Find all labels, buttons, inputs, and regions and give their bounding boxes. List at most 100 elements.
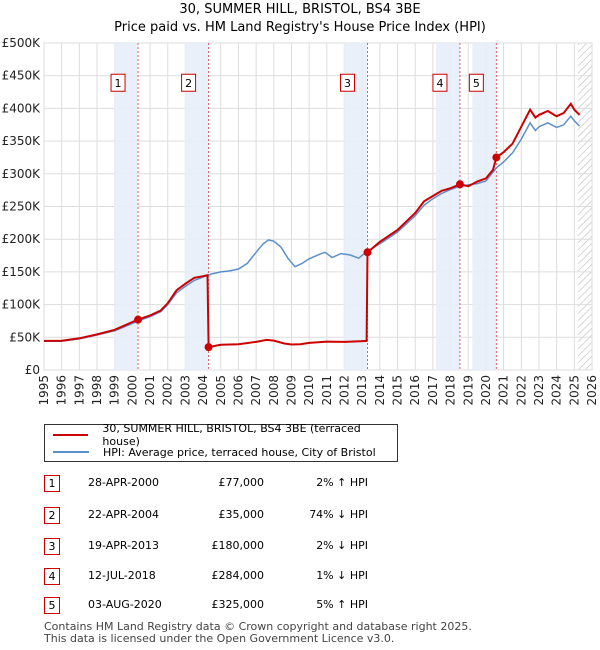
x-tick-label: 2025: [567, 375, 581, 406]
sale-price: £325,000: [211, 598, 265, 611]
x-tick-label: 2008: [267, 375, 281, 406]
x-tick-label: 2000: [125, 375, 139, 406]
sale-marker-box: [110, 73, 126, 92]
x-tick-label: 2001: [143, 375, 157, 406]
x-tick-label: 2011: [320, 375, 334, 406]
y-tick-label: £500K: [2, 36, 42, 50]
sale-marker-box: [181, 73, 197, 92]
sale-highlight-band: [343, 43, 368, 370]
sales-table-row: 5 03-AUG-2020 £325,000 5% ↑ HPI: [44, 596, 584, 616]
x-tick-label: 2023: [532, 375, 546, 406]
sales-table-row: 3 19-APR-2013 £180,000 2% ↓ HPI: [44, 537, 584, 557]
x-tick-label: 2021: [497, 375, 511, 406]
y-tick-label: £450K: [2, 69, 42, 83]
y-tick-label: £50K: [9, 330, 41, 344]
x-tick-label: 2005: [214, 375, 228, 406]
sale-number-badge: 1: [44, 475, 60, 492]
sale-price: £180,000: [211, 539, 265, 552]
x-tick-label: 2003: [178, 375, 192, 406]
chart-legend: 30, SUMMER HILL, BRISTOL, BS4 3BE (terra…: [44, 422, 398, 462]
y-tick-label: £350K: [2, 134, 42, 148]
sale-date: 22-APR-2004: [88, 508, 160, 521]
x-tick-label: 1998: [90, 375, 104, 406]
sale-marker-label: 2: [185, 77, 192, 90]
sale-hpi-delta: 5% ↑ HPI: [316, 598, 368, 611]
x-tick-label: 2017: [426, 375, 440, 406]
sale-point: [204, 343, 213, 352]
x-tick-label: 1999: [108, 375, 122, 406]
sale-point: [363, 248, 372, 257]
x-tick-label: 1997: [72, 375, 86, 406]
x-tick-label: 2006: [231, 375, 245, 406]
sale-date: 12-JUL-2018: [88, 569, 156, 582]
sale-hpi-delta: 2% ↑ HPI: [316, 476, 368, 489]
sale-highlight-band: [184, 43, 209, 370]
x-tick-label: 1996: [55, 375, 69, 406]
sale-date: 03-AUG-2020: [88, 598, 162, 611]
legend-label-hpi: HPI: Average price, terraced house, City…: [103, 445, 376, 459]
sale-number-badge: 2: [44, 507, 60, 524]
legend-item-property: 30, SUMMER HILL, BRISTOL, BS4 3BE (terra…: [53, 422, 397, 448]
sales-table-row: 4 12-JUL-2018 £284,000 1% ↓ HPI: [44, 567, 584, 587]
sale-point: [455, 180, 464, 189]
y-tick-label: £300K: [2, 167, 42, 181]
sale-marker-label: 4: [436, 77, 443, 90]
x-tick-label: 2012: [338, 375, 352, 406]
x-tick-label: 2018: [444, 375, 458, 406]
x-tick-label: 2004: [196, 375, 210, 406]
sale-marker-label: 5: [473, 77, 480, 90]
y-tick-label: £200K: [2, 232, 42, 246]
y-tick-label: £250K: [2, 200, 42, 214]
hpi-series-line: [44, 114, 581, 342]
x-tick-label: 2002: [161, 375, 175, 406]
sale-date: 28-APR-2000: [88, 476, 160, 489]
sale-hpi-delta: 2% ↓ HPI: [316, 539, 368, 552]
legend-swatch-property: [53, 434, 89, 436]
sale-marker-box: [339, 73, 355, 92]
x-tick-label: 2010: [302, 375, 316, 406]
sale-point: [134, 315, 143, 324]
x-tick-label: 2026: [585, 375, 599, 406]
y-tick-label: £400K: [2, 101, 42, 115]
sale-price: £284,000: [211, 569, 265, 582]
x-tick-label: 2020: [479, 375, 493, 406]
x-tick-label: 2013: [355, 375, 369, 406]
chart-subtitle: Price paid vs. HM Land Registry's House …: [114, 20, 486, 35]
sales-table-row: 2 22-APR-2004 £35,000 74% ↓ HPI: [44, 506, 584, 526]
sale-highlight-band: [472, 43, 497, 370]
sale-price: £77,000: [218, 476, 265, 489]
sale-marker-box: [432, 73, 448, 92]
sale-point: [492, 153, 501, 162]
x-tick-label: 2014: [373, 375, 387, 406]
sale-number-badge: 5: [44, 597, 60, 614]
y-tick-label: £0: [25, 363, 40, 377]
footer-copyright: Contains HM Land Registry data © Crown c…: [44, 620, 472, 633]
x-tick-label: 2016: [408, 375, 422, 406]
sales-table-row: 1 28-APR-2000 £77,000 2% ↑ HPI: [44, 474, 584, 494]
sale-hpi-delta: 74% ↓ HPI: [309, 508, 368, 521]
sale-price: £35,000: [218, 508, 265, 521]
sale-date: 19-APR-2013: [88, 539, 160, 552]
sale-marker-box: [468, 73, 484, 92]
legend-item-hpi: HPI: Average price, terraced house, City…: [53, 444, 376, 460]
property-series-line: [43, 102, 581, 349]
x-tick-label: 2015: [391, 375, 405, 406]
sale-number-badge: 3: [44, 538, 60, 555]
x-tick-label: 2007: [249, 375, 263, 406]
legend-swatch-hpi: [53, 451, 89, 453]
legend-label-property: 30, SUMMER HILL, BRISTOL, BS4 3BE (terra…: [102, 422, 361, 448]
sale-highlight-band: [435, 43, 460, 370]
price-chart: 1 2 3 4 5 £0 £50K £100K £150K £200K £250K £300K £35…: [2, 36, 599, 406]
x-tick-label: 1995: [37, 375, 51, 406]
y-tick-label: £150K: [2, 265, 42, 279]
x-tick-label: 2022: [514, 375, 528, 406]
x-tick-label: 2019: [461, 375, 475, 406]
sale-number-badge: 4: [44, 568, 60, 585]
footer-licence: This data is licensed under the Open Gov…: [44, 632, 395, 645]
x-tick-label: 2009: [284, 375, 298, 406]
sale-highlight-band: [114, 43, 139, 370]
x-tick-label: 2024: [550, 375, 564, 406]
sale-hpi-delta: 1% ↓ HPI: [316, 569, 368, 582]
sale-marker-label: 3: [344, 77, 351, 90]
sale-marker-label: 1: [115, 77, 122, 90]
